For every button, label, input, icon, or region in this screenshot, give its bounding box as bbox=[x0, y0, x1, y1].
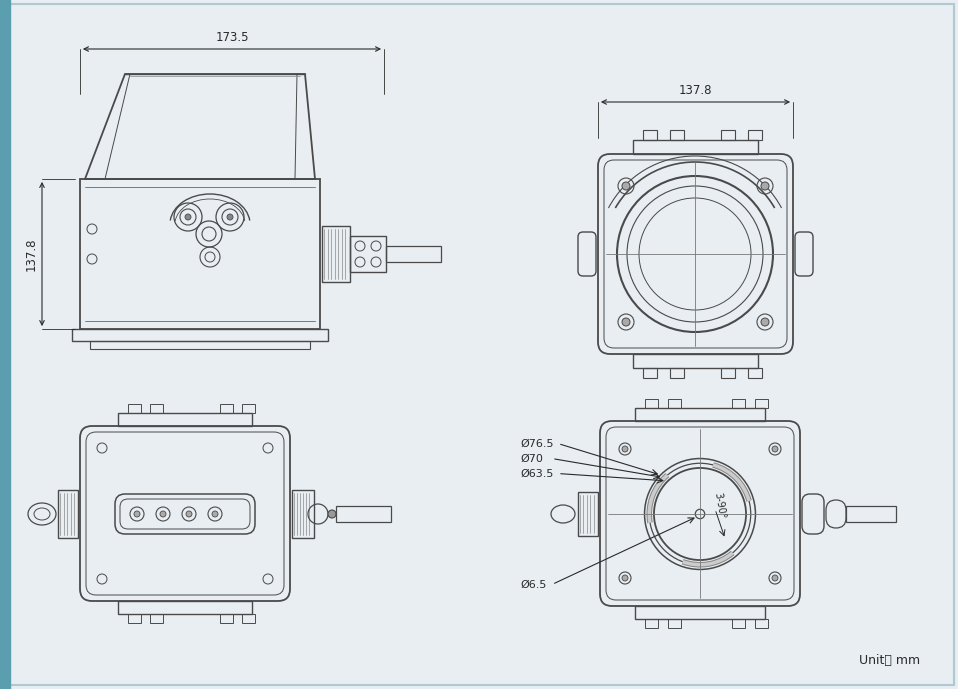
Bar bbox=[635, 606, 765, 619]
Bar bbox=[670, 130, 684, 140]
Circle shape bbox=[622, 318, 630, 326]
Text: 3-90°: 3-90° bbox=[712, 492, 726, 520]
Bar bbox=[350, 236, 386, 272]
Bar bbox=[721, 368, 735, 378]
Circle shape bbox=[772, 446, 778, 452]
Circle shape bbox=[134, 511, 140, 517]
Circle shape bbox=[622, 575, 628, 581]
Bar bbox=[633, 140, 758, 154]
Circle shape bbox=[772, 575, 778, 581]
Bar bbox=[846, 506, 896, 522]
Text: Ø63.5: Ø63.5 bbox=[520, 469, 554, 479]
Bar bbox=[668, 619, 681, 628]
Bar bbox=[748, 130, 762, 140]
Bar bbox=[118, 601, 252, 614]
Bar bbox=[732, 399, 745, 408]
Text: Unit： mm: Unit： mm bbox=[859, 655, 920, 668]
Bar bbox=[645, 619, 658, 628]
Circle shape bbox=[186, 511, 192, 517]
Circle shape bbox=[761, 318, 769, 326]
Bar bbox=[645, 399, 658, 408]
Bar bbox=[118, 413, 252, 426]
Bar bbox=[150, 404, 163, 413]
Circle shape bbox=[328, 510, 336, 518]
Text: 173.5: 173.5 bbox=[216, 31, 249, 44]
Bar bbox=[220, 404, 233, 413]
Text: Ø6.5: Ø6.5 bbox=[520, 579, 546, 590]
Circle shape bbox=[185, 214, 191, 220]
Circle shape bbox=[622, 182, 630, 190]
Bar bbox=[578, 492, 598, 536]
Bar bbox=[128, 614, 141, 623]
Bar bbox=[748, 368, 762, 378]
Bar bbox=[755, 619, 768, 628]
Bar bbox=[72, 329, 328, 341]
Bar bbox=[668, 399, 681, 408]
Bar bbox=[90, 341, 310, 349]
Bar bbox=[128, 404, 141, 413]
Bar bbox=[242, 404, 255, 413]
Text: Ø76.5: Ø76.5 bbox=[520, 438, 554, 449]
Text: Ø70: Ø70 bbox=[520, 453, 543, 464]
Circle shape bbox=[160, 511, 166, 517]
Bar bbox=[386, 246, 441, 262]
Bar bbox=[322, 226, 350, 282]
Bar bbox=[732, 619, 745, 628]
Text: 137.8: 137.8 bbox=[679, 84, 712, 97]
Bar bbox=[643, 130, 657, 140]
Bar bbox=[0, 0, 10, 689]
Bar bbox=[58, 490, 78, 538]
Bar bbox=[242, 614, 255, 623]
Circle shape bbox=[761, 182, 769, 190]
Bar bbox=[670, 368, 684, 378]
Bar bbox=[292, 490, 314, 538]
Bar bbox=[755, 399, 768, 408]
Circle shape bbox=[622, 446, 628, 452]
Bar bbox=[80, 179, 320, 329]
Bar bbox=[220, 614, 233, 623]
Bar bbox=[150, 614, 163, 623]
Bar bbox=[633, 354, 758, 368]
Text: 137.8: 137.8 bbox=[25, 237, 38, 271]
Circle shape bbox=[212, 511, 218, 517]
Bar bbox=[721, 130, 735, 140]
Bar bbox=[336, 506, 391, 522]
Bar bbox=[635, 408, 765, 421]
Bar bbox=[643, 368, 657, 378]
Circle shape bbox=[227, 214, 233, 220]
